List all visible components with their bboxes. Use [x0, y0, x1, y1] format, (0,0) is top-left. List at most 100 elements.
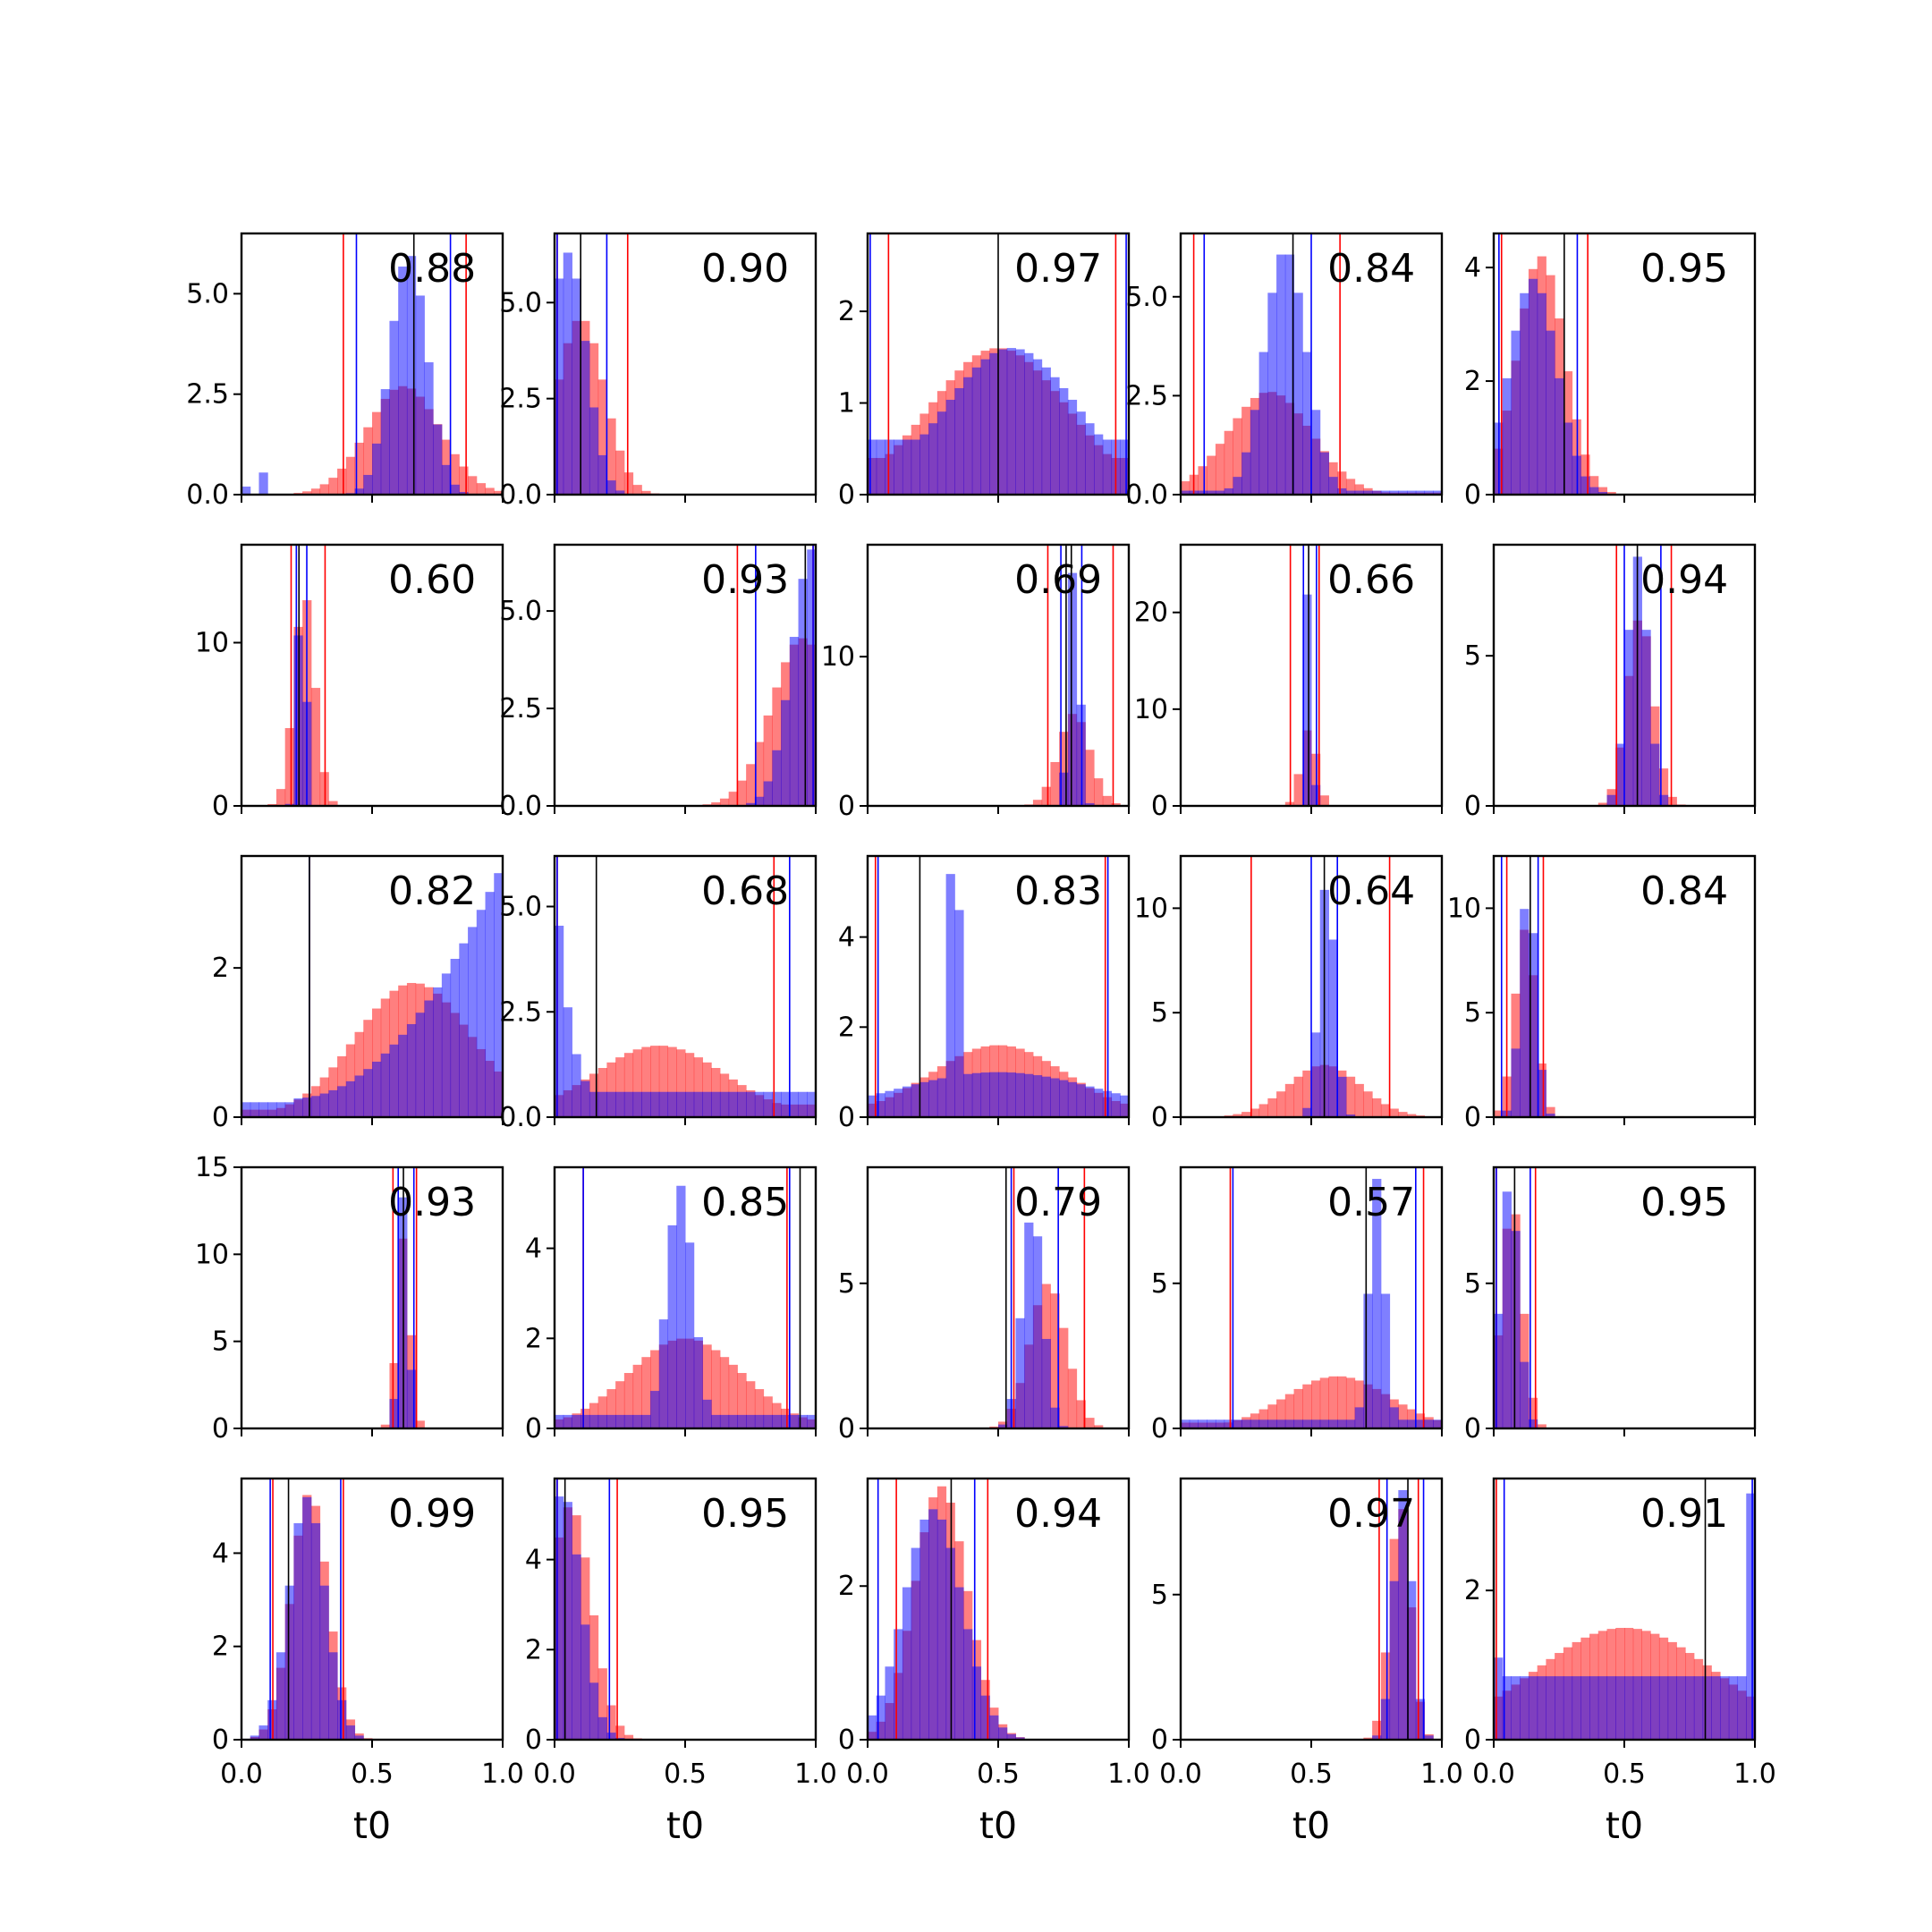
panel-23: 0 2 0.0 0.5 1.0 t0 0.94 — [838, 1477, 1150, 1847]
posterior-bar — [354, 1735, 364, 1740]
panel-annotation: 0.79 — [1014, 1180, 1102, 1225]
y-tick-label: 2 — [838, 1012, 855, 1043]
x-tick-label: 0.5 — [1603, 1758, 1646, 1790]
y-tick-label: 0 — [212, 1413, 229, 1445]
posterior-bar — [998, 1424, 1008, 1428]
panel-annotation: 0.84 — [1327, 246, 1415, 292]
posterior-bar — [267, 1102, 277, 1117]
posterior-bar — [980, 1695, 990, 1740]
posterior-bar — [1050, 1078, 1060, 1117]
posterior-bar — [945, 399, 955, 495]
posterior-bar — [746, 1414, 756, 1428]
panel-annotation: 0.99 — [388, 1491, 476, 1537]
prior-bar — [1233, 1114, 1242, 1117]
posterior-bar — [789, 637, 800, 806]
posterior-bar — [868, 1095, 877, 1117]
prior-bar — [597, 1668, 607, 1740]
y-tick-label: 5 — [1464, 640, 1481, 672]
posterior-bar — [1380, 490, 1391, 495]
posterior-bar — [781, 699, 791, 806]
prior-bar — [363, 1020, 373, 1117]
prior-bar — [702, 1344, 712, 1428]
posterior-bar — [1032, 1075, 1043, 1117]
prior-bar — [606, 418, 616, 495]
prior-bar — [1094, 1425, 1104, 1428]
prior-bar — [354, 1031, 364, 1117]
prior-bar — [1276, 1091, 1286, 1117]
y-tick-label: 5 — [1151, 997, 1168, 1029]
prior-bar — [1293, 774, 1303, 806]
prior-bar — [1528, 1397, 1538, 1428]
prior-bar — [676, 1049, 686, 1117]
posterior-bar — [563, 252, 572, 495]
posterior-bar — [606, 1091, 616, 1117]
posterior-bar — [372, 443, 382, 495]
posterior-bar — [597, 454, 607, 495]
y-tick-label: 0 — [838, 791, 855, 822]
posterior-bar — [667, 1091, 677, 1117]
prior-bar — [1215, 444, 1225, 495]
posterior-bar — [1572, 1676, 1581, 1740]
panel-annotation: 0.90 — [701, 246, 789, 292]
prior-bar — [1050, 1293, 1060, 1428]
prior-bar — [1311, 1380, 1321, 1428]
posterior-bar — [242, 487, 251, 495]
posterior-bar — [928, 1080, 938, 1117]
x-tick-label: 0.5 — [664, 1758, 707, 1790]
y-tick-label: 4 — [838, 922, 855, 953]
prior-bar — [623, 1373, 634, 1428]
posterior-bar — [1067, 1081, 1078, 1117]
posterior-bar — [597, 1716, 607, 1740]
posterior-bar — [1693, 1676, 1704, 1740]
x-tick-label: 1.0 — [1733, 1758, 1776, 1790]
posterior-bar — [876, 1695, 886, 1740]
y-tick-label: 2 — [838, 296, 855, 327]
prior-bar — [1345, 1377, 1356, 1428]
posterior-bar — [363, 1069, 373, 1117]
panel-annotation: 0.82 — [388, 869, 476, 914]
posterior-bar — [971, 367, 982, 495]
y-tick-label: 0 — [838, 1724, 855, 1756]
posterior-bar — [902, 1587, 912, 1740]
prior-bar — [328, 478, 338, 495]
posterior-bar — [763, 1414, 773, 1428]
prior-bar — [337, 468, 347, 495]
y-tick-label: 2 — [212, 1631, 229, 1663]
posterior-bar — [1198, 1419, 1208, 1428]
panel-1: 0.0 2.5 5.0 0.88 — [186, 232, 504, 511]
posterior-bar — [1363, 490, 1373, 495]
prior-bar — [363, 427, 373, 495]
prior-bar — [728, 1364, 738, 1428]
posterior-bar — [1415, 490, 1426, 495]
posterior-bar — [1398, 1419, 1408, 1428]
posterior-bar — [658, 1091, 669, 1117]
posterior-bar — [1276, 254, 1286, 495]
posterior-bar — [1546, 1114, 1555, 1117]
posterior-bar — [1424, 1419, 1434, 1428]
x-axis-label: t0 — [353, 1804, 391, 1847]
posterior-bar — [650, 1091, 660, 1117]
posterior-bar — [1094, 1089, 1104, 1117]
posterior-bar — [772, 750, 782, 806]
posterior-bar — [1085, 423, 1095, 495]
posterior-bar — [441, 973, 452, 1117]
posterior-bar — [1746, 1493, 1755, 1740]
posterior-bar — [1181, 490, 1191, 495]
posterior-bar — [1537, 1070, 1546, 1117]
posterior-bar — [754, 1414, 765, 1428]
panel-18: 050.79 — [838, 1165, 1131, 1445]
posterior-bar — [1241, 1419, 1251, 1428]
posterior-bar — [954, 387, 964, 495]
posterior-bar — [1224, 1419, 1233, 1428]
posterior-bar — [476, 910, 487, 1117]
posterior-bar — [1085, 802, 1095, 806]
prior-bar — [1224, 430, 1233, 495]
panel-12: 0.0 2.5 5.0 0.68 — [499, 854, 818, 1133]
plot-area — [242, 1479, 373, 1740]
prior-bar — [380, 1424, 390, 1428]
panel-annotation: 0.68 — [701, 869, 789, 914]
posterior-bar — [572, 1054, 581, 1117]
x-tick-label: 0.0 — [533, 1758, 576, 1790]
posterior-bar — [1233, 1419, 1242, 1428]
posterior-bar — [685, 1242, 695, 1428]
